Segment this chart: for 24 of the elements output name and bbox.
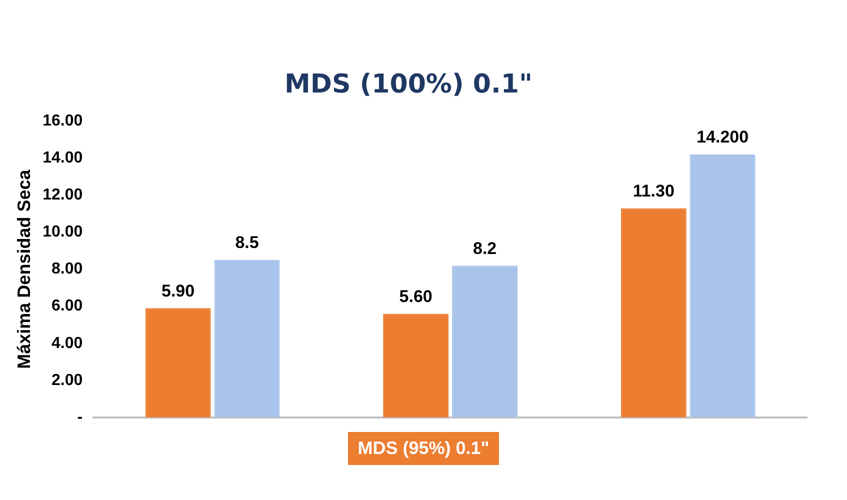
y-tick-label: 12.00 [42, 186, 83, 204]
bar [452, 266, 518, 418]
y-tick-label: 2.00 [52, 372, 83, 389]
chart-title: MDS (100%) 0.1" [284, 69, 532, 100]
bar [145, 308, 211, 418]
data-label: 5.60 [399, 286, 432, 306]
data-label: 11.30 [632, 181, 674, 200]
data-label: 8.2 [472, 238, 497, 258]
y-axis-title: Máxima Densidad Seca [14, 168, 34, 369]
y-tick-label: 10.00 [42, 224, 83, 241]
x-axis-title: MDS (95%) 0.1" [348, 432, 500, 465]
bar [383, 314, 449, 418]
data-label: 5.90 [162, 281, 195, 300]
data-label: 14.200 [696, 128, 749, 147]
y-tick-label: 6.00 [52, 298, 83, 315]
data-label: 8.5 [235, 233, 259, 252]
y-tick-label: - [77, 408, 83, 426]
y-tick-label: 8.00 [52, 260, 83, 278]
y-tick-label: 14.00 [42, 150, 83, 167]
y-tick-label: 16.00 [42, 112, 83, 130]
bar [620, 208, 686, 418]
bar [214, 260, 280, 418]
y-tick-label: 4.00 [52, 334, 83, 352]
bar [690, 154, 756, 418]
